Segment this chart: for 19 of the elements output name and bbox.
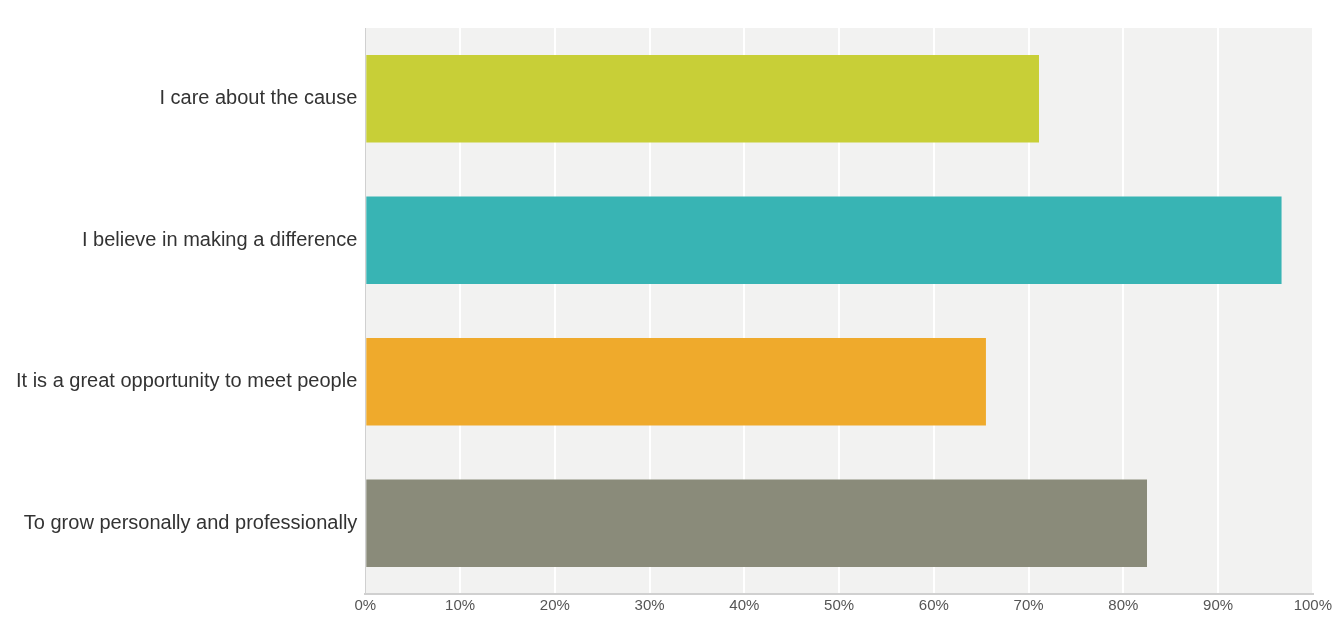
x-tick-label: 70% <box>1013 596 1044 614</box>
x-tick-label: 10% <box>445 596 476 614</box>
x-tick-label: 30% <box>634 596 665 614</box>
y-tick-label: To grow personally and professionally <box>23 510 358 533</box>
x-tick-label: 0% <box>354 596 377 614</box>
x-tick-label: 20% <box>539 596 570 614</box>
x-tick-label: 60% <box>918 596 949 614</box>
y-tick-label: It is a great opportunity to meet people <box>15 369 358 392</box>
bar <box>366 54 1039 143</box>
bar <box>366 196 1282 285</box>
x-tick-label: 100% <box>1293 596 1333 614</box>
y-tick-label: I care about the cause <box>159 86 358 109</box>
bar <box>366 337 986 426</box>
x-tick-label: 40% <box>729 596 760 614</box>
x-tick-label: 90% <box>1203 596 1234 614</box>
bar <box>366 479 1148 568</box>
x-tick-label: 80% <box>1108 596 1139 614</box>
x-tick-label: 50% <box>824 596 855 614</box>
y-tick-label: I believe in making a difference <box>81 227 358 250</box>
